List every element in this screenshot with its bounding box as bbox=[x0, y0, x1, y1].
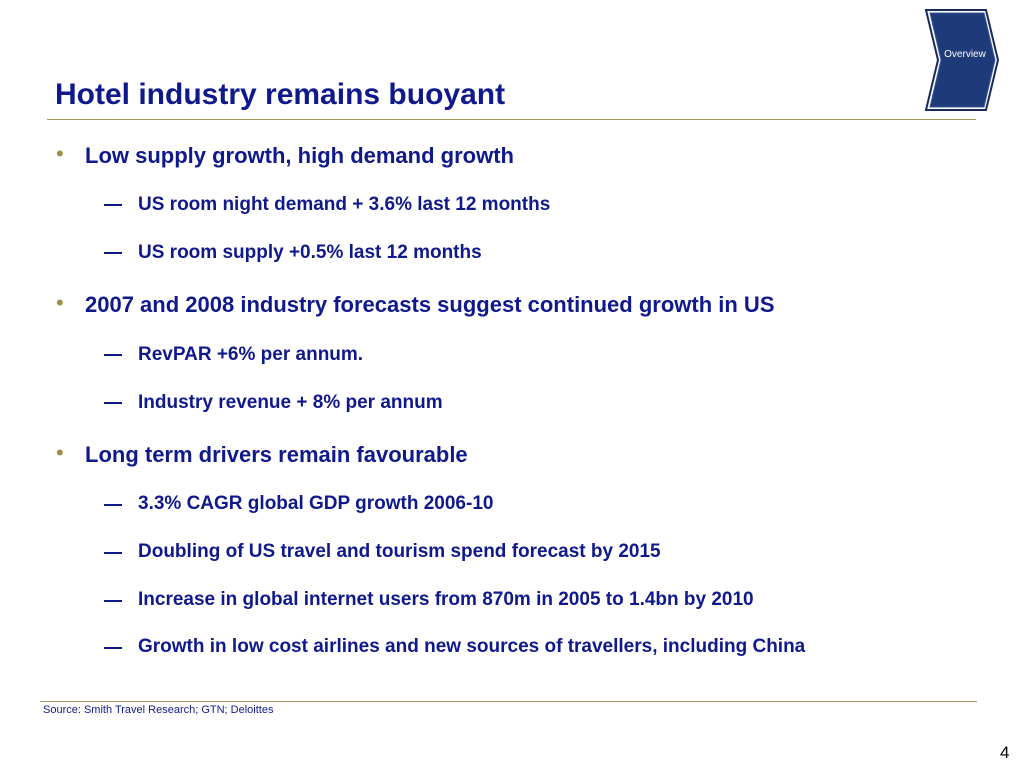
sub-bullet-item: Growth in low cost airlines and new sour… bbox=[138, 636, 806, 657]
bullet-item: Long term drivers remain favourable bbox=[85, 442, 468, 467]
dash-icon bbox=[104, 647, 122, 649]
title-divider bbox=[47, 119, 976, 120]
dash-icon bbox=[104, 354, 122, 356]
dash-icon bbox=[104, 552, 122, 554]
dash-icon bbox=[104, 204, 122, 206]
sub-bullet-item: Industry revenue + 8% per annum bbox=[138, 392, 443, 413]
sub-bullet-item: RevPAR +6% per annum. bbox=[138, 344, 364, 365]
sub-bullet-item: US room supply +0.5% last 12 months bbox=[138, 242, 482, 263]
bullet-item: 2007 and 2008 industry forecasts suggest… bbox=[85, 292, 775, 317]
page-title: Hotel industry remains buoyant bbox=[55, 78, 506, 111]
page-number: 4 bbox=[1000, 743, 1010, 762]
section-chevron-icon[interactable] bbox=[924, 8, 1000, 112]
bullet-icon: • bbox=[56, 440, 64, 465]
sub-bullet-item: 3.3% CAGR global GDP growth 2006-10 bbox=[138, 493, 494, 514]
footer-divider bbox=[40, 701, 977, 702]
dash-icon bbox=[104, 600, 122, 602]
sub-bullet-item: US room night demand + 3.6% last 12 mont… bbox=[138, 194, 551, 215]
bullet-icon: • bbox=[56, 141, 64, 166]
source-note: Source: Smith Travel Research; GTN; Delo… bbox=[43, 704, 274, 716]
bullet-icon: • bbox=[56, 290, 64, 315]
sub-bullet-item: Doubling of US travel and tourism spend … bbox=[138, 541, 661, 562]
section-tab-label: Overview bbox=[944, 49, 986, 60]
dash-icon bbox=[104, 252, 122, 254]
dash-icon bbox=[104, 504, 122, 506]
dash-icon bbox=[104, 402, 122, 404]
sub-bullet-item: Increase in global internet users from 8… bbox=[138, 589, 754, 610]
bullet-item: Low supply growth, high demand growth bbox=[85, 143, 514, 168]
